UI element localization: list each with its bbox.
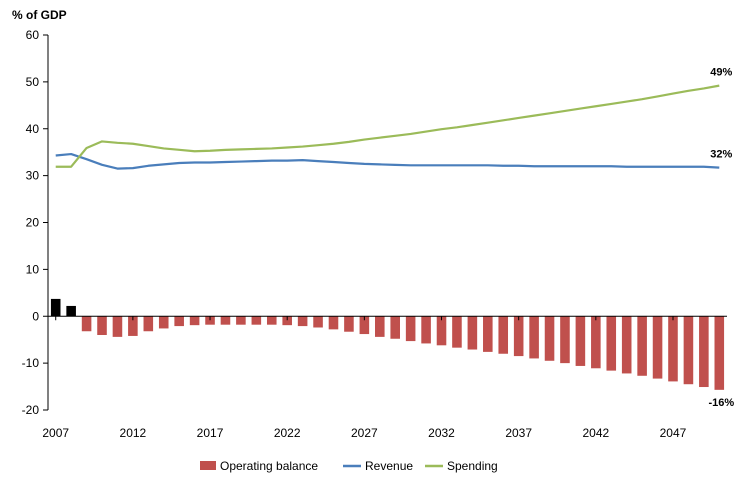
annotation-revenue: 32% (710, 149, 732, 161)
bar-operating-balance-2013 (143, 316, 154, 332)
y-tick-label: -20 (22, 403, 40, 417)
x-tick-label: 2027 (351, 426, 378, 440)
bar-operating-balance-2007 (50, 298, 61, 317)
x-tick-label: 2037 (505, 426, 532, 440)
line-spending (55, 84, 720, 168)
y-tick-label: 30 (26, 169, 40, 183)
bar-operating-balance-2031 (421, 316, 431, 344)
bar-operating-balance-2044 (621, 316, 632, 374)
bar-operating-balance-2035 (483, 316, 493, 352)
y-tick-label: 50 (26, 75, 40, 89)
bar-operating-balance-2019 (236, 316, 246, 325)
y-tick-label: -10 (22, 356, 40, 370)
x-tick-label: 2047 (660, 426, 687, 440)
y-tick-label: 10 (26, 262, 40, 276)
x-tick-label: 2007 (42, 426, 69, 440)
bar-operating-balance-2010 (97, 316, 107, 335)
bar-operating-balance-2008 (66, 305, 76, 317)
bar-series-group (50, 298, 725, 390)
bar-operating-balance-2025 (328, 316, 339, 330)
line-series-group (55, 84, 720, 170)
bar-operating-balance-2042 (591, 316, 601, 369)
bar-operating-balance-2030 (405, 316, 416, 342)
legend-label-spending: Spending (447, 459, 498, 473)
bar-operating-balance-2036 (498, 316, 509, 354)
x-tick-label: 2022 (274, 426, 301, 440)
bar-operating-balance-2034 (467, 316, 478, 350)
bar-operating-balance-2048 (683, 316, 694, 385)
line-revenue (55, 152, 720, 170)
bar-operating-balance-2011 (112, 316, 123, 337)
bar-operating-balance-2032 (436, 316, 447, 346)
annotation-spending: 49% (710, 67, 732, 79)
bar-operating-balance-2015 (174, 316, 184, 327)
tick-labels-group: -20 -10 0 10 20 30 40 50 60 2007 2012 2017 2022 2027 2… (22, 28, 687, 440)
bar-operating-balance-2023 (297, 316, 308, 327)
bar-operating-balance-2038 (529, 316, 539, 359)
bar-operating-balance-2020 (251, 316, 262, 325)
bar-operating-balance-2028 (375, 316, 385, 337)
x-tick-label: 2042 (582, 426, 609, 440)
bar-operating-balance-2012 (128, 316, 138, 336)
bar-operating-balance-2016 (189, 316, 200, 326)
x-tick-label: 2017 (197, 426, 224, 440)
y-tick-label: 0 (32, 309, 39, 323)
bar-operating-balance-2047 (668, 316, 678, 382)
bar-operating-balance-2014 (158, 316, 169, 329)
bar-operating-balance-2046 (652, 316, 663, 379)
bar-operating-balance-2017 (205, 316, 215, 325)
x-tick-label: 2012 (120, 426, 147, 440)
x-tick-label: 2032 (428, 426, 455, 440)
bar-operating-balance-2022 (282, 316, 292, 326)
bar-operating-balance-2045 (637, 316, 647, 376)
bar-operating-balance-2040 (560, 316, 570, 364)
y-tick-label: 60 (26, 28, 40, 42)
bar-operating-balance-2026 (344, 316, 354, 332)
bar-operating-balance-2029 (390, 316, 400, 339)
legend-label-operating-balance: Operating balance (220, 459, 318, 473)
legend-label-revenue: Revenue (365, 459, 413, 473)
bar-operating-balance-2021 (266, 316, 277, 325)
legend-swatch-operating-balance (200, 461, 216, 470)
bar-operating-balance-2027 (359, 316, 370, 335)
legend: Operating balance Revenue Spending (200, 459, 498, 473)
bar-operating-balance-2050 (714, 316, 725, 390)
bar-operating-balance-2009 (81, 316, 92, 332)
y-axis-title: % of GDP (12, 8, 67, 22)
bar-operating-balance-2039 (544, 316, 555, 361)
bar-operating-balance-2033 (452, 316, 462, 348)
bar-operating-balance-2043 (606, 316, 617, 371)
bar-operating-balance-2041 (575, 316, 586, 366)
bar-operating-balance-2018 (220, 316, 231, 325)
bar-operating-balance-2049 (699, 316, 709, 388)
annotations-group: 49% 32% -16% (708, 67, 734, 409)
y-tick-label: 40 (26, 122, 40, 136)
y-tick-label: 20 (26, 216, 40, 230)
bar-operating-balance-2024 (313, 316, 323, 328)
annotation-operating-balance: -16% (708, 397, 734, 409)
bar-operating-balance-2037 (513, 316, 524, 357)
